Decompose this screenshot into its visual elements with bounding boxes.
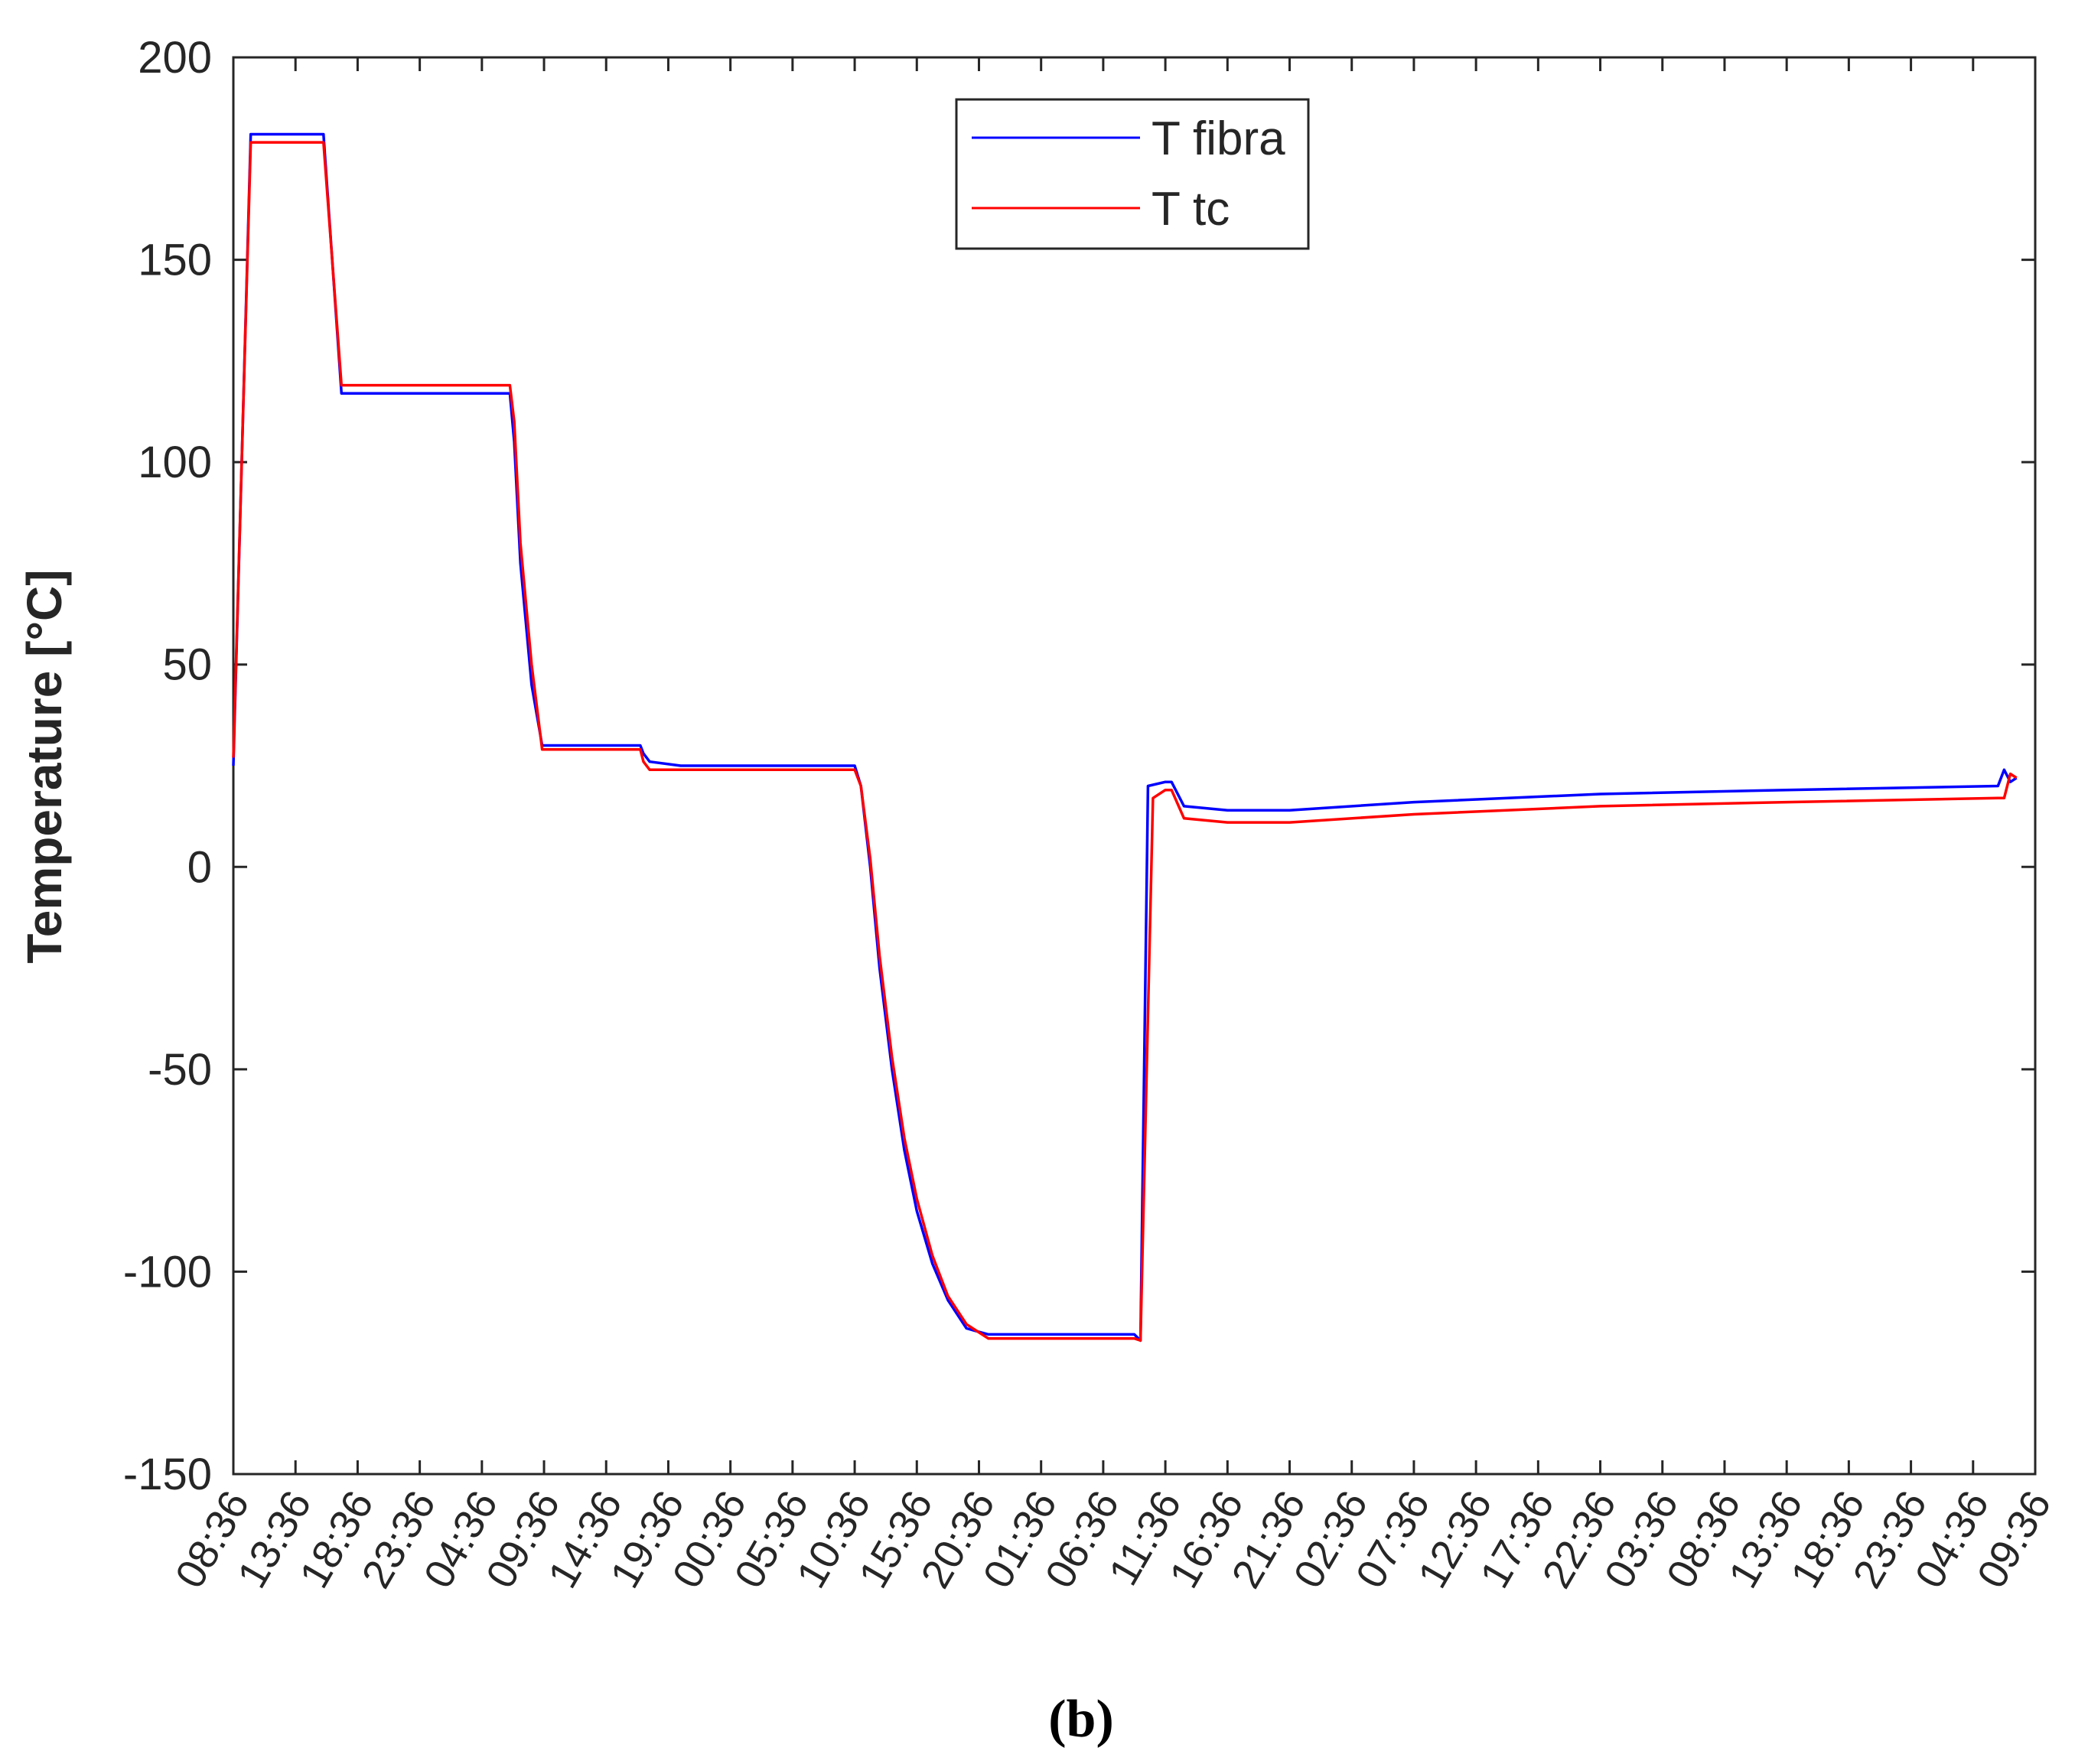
legend-label-t-fibra: T fibra: [1151, 112, 1285, 165]
plot-area: [232, 56, 2037, 1476]
legend-box: [955, 98, 1310, 250]
y-tick-label: -100: [123, 1247, 212, 1297]
legend-label-t-tc: T tc: [1151, 183, 1230, 236]
legend: T fibra T tc: [955, 98, 1310, 250]
series-line-t-tc: [232, 141, 2018, 1343]
y-tick-label: 100: [138, 438, 212, 487]
y-tick-label: 200: [138, 33, 212, 83]
y-tick-label: -50: [148, 1045, 212, 1095]
y-tick-label: 0: [187, 842, 212, 892]
y-axis: -150 -100 -50 0 50 100 150 200: [123, 33, 2035, 1499]
y-tick-label: 150: [138, 236, 212, 285]
plot-frame: [232, 56, 2037, 1476]
series-layer: [232, 132, 2018, 1343]
y-tick-label: -150: [123, 1450, 212, 1499]
figure-caption: (b): [1048, 1690, 1114, 1749]
series-line-t-fibra: [232, 132, 2018, 1343]
y-axis-title: Temperature [°C]: [17, 569, 72, 963]
y-tick-label: 50: [162, 640, 212, 690]
